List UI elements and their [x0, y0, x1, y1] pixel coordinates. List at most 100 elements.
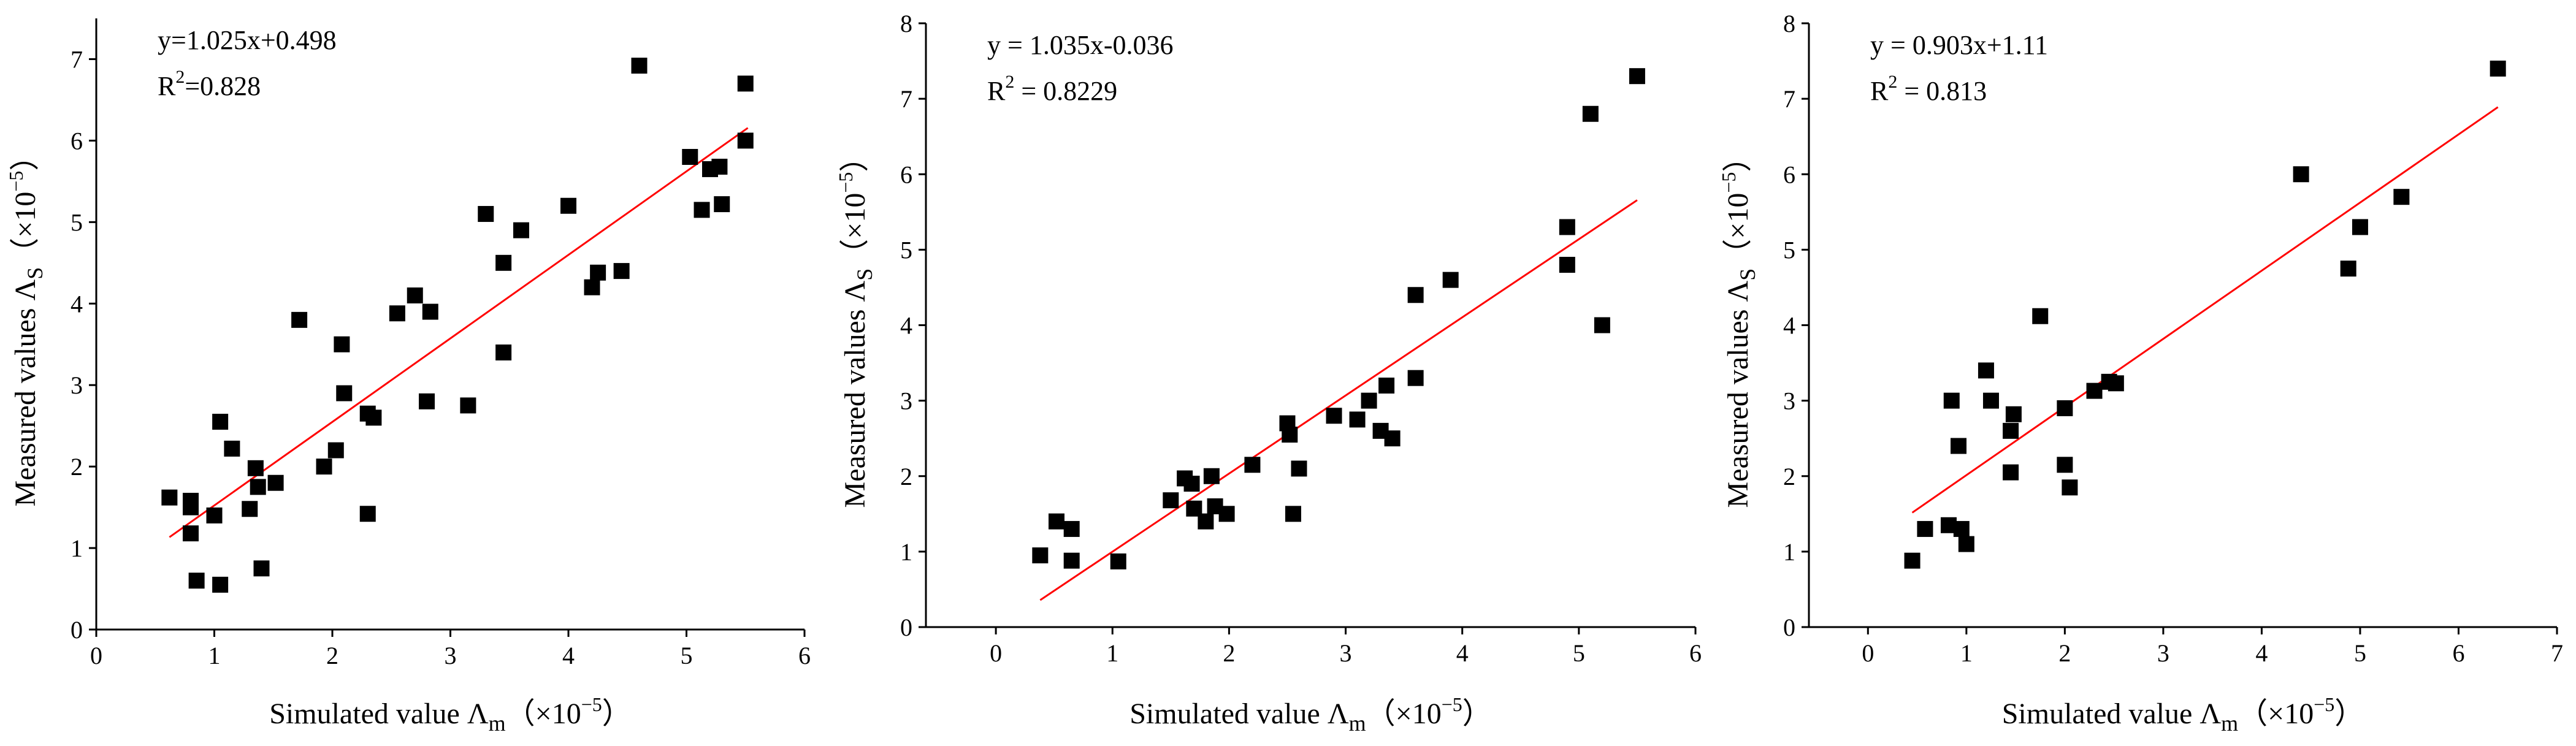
data-point	[1110, 553, 1126, 569]
data-point	[1594, 317, 1610, 333]
y-axis-title-unit: （×10	[1722, 193, 1754, 268]
data-point	[2057, 400, 2073, 416]
data-point	[1285, 506, 1301, 522]
data-point	[584, 279, 600, 295]
x-axis-title-close: ）	[2334, 698, 2364, 730]
y-axis-title-text: Measured values Λ	[839, 281, 871, 508]
r-squared-superscript: 2	[1888, 72, 1897, 92]
x-axis-title-subscript: m	[1349, 711, 1366, 736]
data-point	[1378, 378, 1395, 394]
r-squared-symbol: R	[987, 76, 1006, 106]
data-point	[2340, 261, 2356, 277]
data-point	[224, 440, 240, 457]
data-point	[1951, 438, 1966, 454]
data-point	[1943, 392, 1960, 409]
x-axis-title-exponent: −5	[2314, 693, 2334, 715]
r-squared-superscript: 2	[175, 67, 185, 87]
y-axis-title: Measured values ΛS（×10−5）	[835, 143, 877, 508]
data-point	[513, 222, 529, 238]
y-tick-label: 4	[71, 290, 83, 318]
data-point	[161, 489, 178, 506]
x-axis-title: Simulated value Λm（×10−5）	[1129, 693, 1492, 736]
x-axis-title-text: Simulated value Λ	[269, 698, 489, 730]
data-point	[212, 576, 229, 593]
data-point	[1203, 468, 1220, 484]
data-point	[183, 499, 199, 516]
scatter-chart-1: 0 1 2 3 4 5 601234567y=1.025x+0.498R2=0.828Sim…	[5, 18, 811, 736]
y-tick-label: 6	[71, 127, 83, 154]
r-squared-value: = 0.813	[1897, 76, 1987, 106]
data-point	[334, 336, 350, 352]
data-point	[1582, 105, 1599, 122]
x-axis-title: Simulated value Λm（×10−5）	[269, 693, 632, 736]
data-point	[1629, 68, 1645, 85]
data-point	[206, 507, 223, 523]
data-point	[1198, 513, 1214, 530]
data-point	[460, 397, 476, 414]
r-squared-value: = 0.8229	[1014, 76, 1117, 106]
y-tick-label: 7	[71, 45, 83, 73]
y-axis-title-subscript: S	[852, 268, 877, 281]
x-tick-label: 4	[1456, 639, 1469, 667]
y-axis-title: Measured values ΛS（×10−5）	[1718, 143, 1760, 508]
data-point	[714, 196, 730, 213]
y-axis-title-subscript: S	[23, 267, 47, 280]
y-tick-label: 4	[1783, 312, 1795, 340]
data-point	[336, 385, 353, 402]
x-axis-title-subscript: m	[489, 711, 506, 736]
data-point	[737, 75, 754, 92]
x-tick-label: 5	[1573, 639, 1585, 667]
r-squared-symbol: R	[1870, 76, 1889, 106]
data-point	[711, 158, 728, 175]
data-point	[1361, 392, 1377, 409]
y-axis-title-unit: （×10	[9, 192, 42, 267]
x-tick-label: 3	[445, 642, 457, 669]
r-squared-symbol: R	[158, 71, 176, 101]
data-point	[1032, 547, 1049, 564]
data-point	[1559, 219, 1575, 235]
data-point	[495, 254, 512, 271]
data-point	[478, 206, 494, 223]
x-tick-label: 4	[562, 642, 575, 669]
x-tick-label: 7	[2551, 639, 2563, 667]
data-point	[1917, 520, 1933, 537]
y-axis-title-close: ）	[839, 143, 871, 172]
data-point	[183, 525, 199, 542]
data-point	[1559, 257, 1575, 273]
y-tick-label: 5	[71, 208, 83, 236]
x-axis-title-unit: （×10	[506, 698, 581, 730]
data-point	[1282, 427, 1298, 443]
data-point	[2005, 406, 2022, 422]
y-axis-title-close: ）	[1722, 143, 1754, 172]
data-point	[389, 305, 405, 322]
data-point	[1326, 408, 1342, 424]
data-point	[2032, 308, 2049, 324]
data-point	[1953, 520, 1970, 537]
data-point	[407, 287, 423, 303]
x-tick-label: 5	[681, 642, 693, 669]
x-tick-label: 0	[1862, 639, 1874, 667]
data-point	[1218, 506, 1235, 522]
x-tick-label: 2	[1223, 639, 1235, 667]
data-point	[1349, 411, 1366, 428]
data-point	[590, 264, 606, 281]
y-tick-label: 6	[1783, 161, 1795, 188]
x-tick-label: 6	[1689, 639, 1702, 667]
data-point	[1384, 430, 1401, 447]
data-point	[2062, 479, 2078, 496]
x-tick-label: 2	[326, 642, 338, 669]
data-point	[2490, 60, 2506, 77]
data-point	[1407, 370, 1424, 386]
x-axis-title-close: ）	[602, 698, 632, 730]
y-tick-label: 5	[1783, 236, 1795, 264]
data-point	[1048, 513, 1064, 530]
data-point	[253, 560, 270, 577]
data-point	[613, 263, 630, 280]
x-axis-title: Simulated value Λm（×10−5）	[2002, 693, 2364, 736]
data-point	[365, 409, 382, 426]
x-tick-label: 1	[208, 642, 221, 669]
r-squared: R2 = 0.8229	[987, 72, 1117, 106]
y-tick-label: 5	[900, 236, 912, 264]
